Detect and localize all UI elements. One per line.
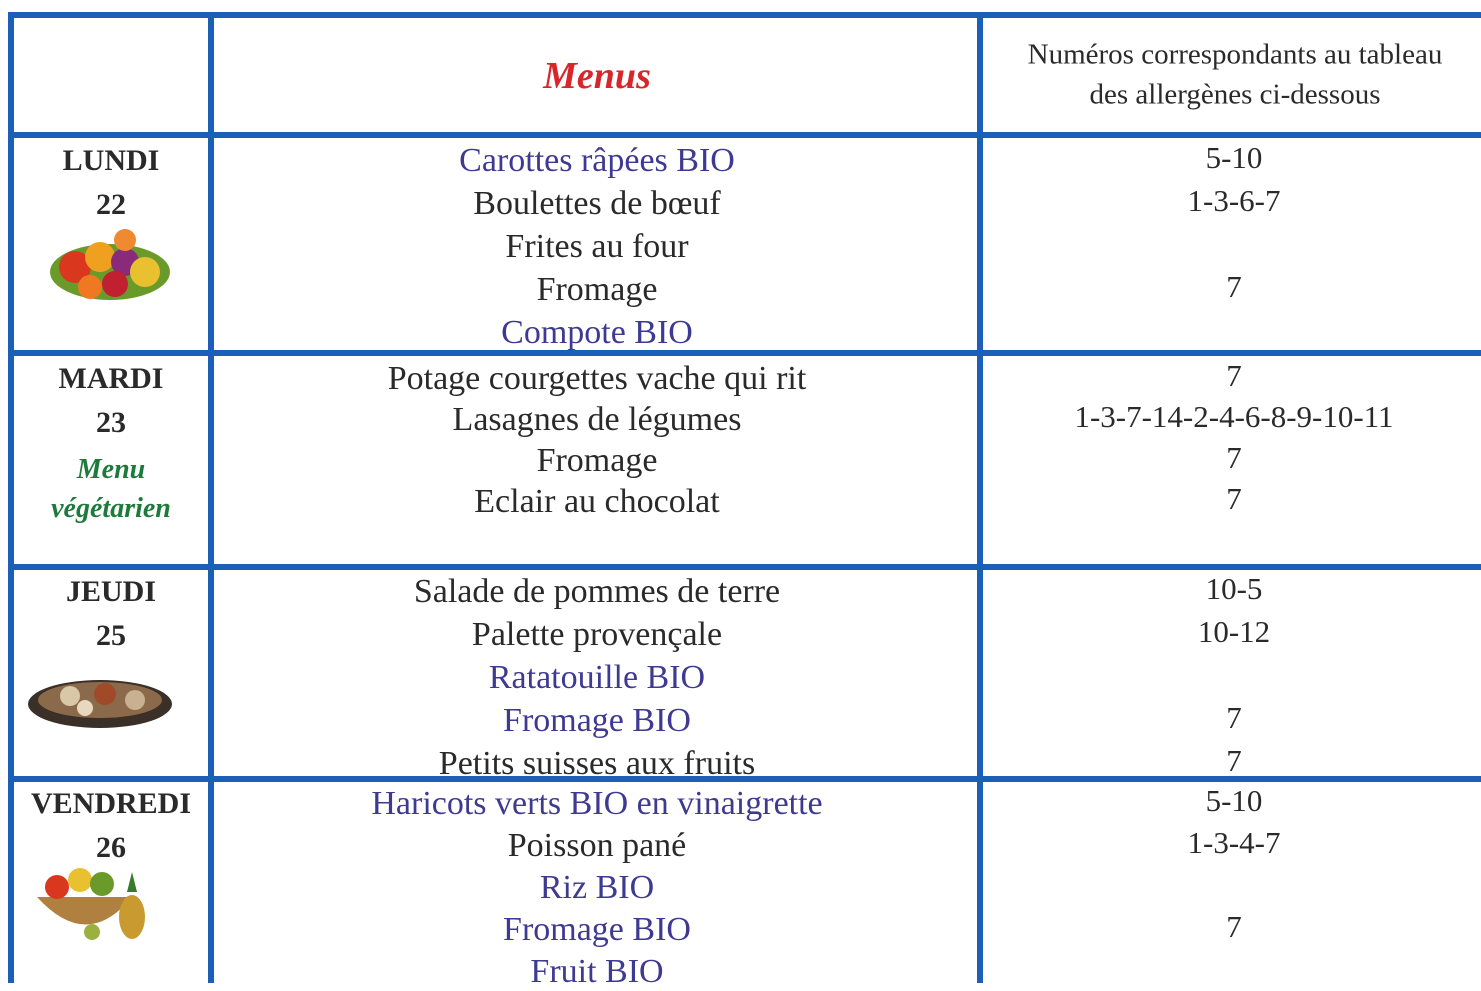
menu-item: Fromage BIO (503, 911, 691, 948)
allergen-numbers: 7 (1226, 269, 1242, 304)
border (8, 350, 1481, 356)
day-note: végétarien (51, 493, 171, 524)
allergens-header: Numéros correspondants au tableau (1027, 38, 1443, 71)
fruit-image (50, 229, 170, 300)
menu-item: Salade de pommes de terre (413, 573, 781, 610)
border (8, 776, 1481, 782)
menu-item: Potage courgettes vache qui rit (387, 360, 807, 397)
allergen-numbers: 1-3-6-7 (1187, 183, 1281, 218)
menu-item: Fruit BIO (530, 953, 664, 990)
menu-item: Compote BIO (501, 314, 693, 351)
allergen-numbers: 7 (1226, 700, 1242, 735)
day-note: Menu (76, 454, 146, 485)
menu-item: Petits suisses aux fruits (438, 745, 756, 782)
allergen-numbers: 1-3-4-7 (1187, 825, 1281, 860)
menu-item: Poisson pané (507, 827, 687, 864)
menu-item: Fromage BIO (503, 702, 691, 739)
border (8, 564, 1481, 570)
border (8, 12, 14, 983)
day-date: 26 (96, 831, 126, 864)
menu-item: Lasagnes de légumes (452, 401, 742, 438)
dish-image (28, 680, 172, 728)
menu-item: Fromage (536, 442, 658, 479)
menu-item: Boulettes de bœuf (473, 185, 721, 222)
menu-item: Palette provençale (471, 616, 723, 653)
border (977, 12, 983, 983)
allergen-numbers: 7 (1226, 909, 1242, 944)
border (208, 12, 214, 983)
day-name: JEUDI (65, 575, 157, 608)
allergen-numbers: 7 (1226, 440, 1242, 475)
allergen-numbers: 10-5 (1205, 571, 1263, 606)
menu-item: Haricots verts BIO en vinaigrette (371, 785, 823, 822)
day-date: 22 (96, 188, 126, 221)
menu-item: Ratatouille BIO (488, 659, 706, 696)
menu-item: Frites au four (505, 228, 689, 265)
day-date: 25 (96, 619, 126, 652)
day-name: MARDI (58, 362, 164, 395)
menus-header: Menus (543, 55, 651, 97)
allergen-numbers: 7 (1226, 743, 1242, 778)
day-name: LUNDI (62, 144, 160, 177)
menu-item: Eclair au chocolat (474, 483, 720, 520)
allergen-numbers: 5-10 (1205, 783, 1263, 818)
allergen-numbers: 5-10 (1205, 140, 1263, 175)
day-date: 23 (96, 406, 126, 439)
allergen-numbers: 10-12 (1197, 614, 1271, 649)
menu-item: Carottes râpées BIO (459, 142, 735, 179)
border (8, 12, 1481, 18)
menu-item: Fromage (536, 271, 658, 308)
menu-item: Riz BIO (539, 869, 655, 906)
day-name: VENDREDI (30, 787, 192, 820)
allergen-numbers: 7 (1226, 481, 1242, 516)
basket-image (37, 868, 145, 940)
allergen-numbers: 1-3-7-14-2-4-6-8-9-10-11 (1074, 399, 1394, 434)
allergens-header: des allergènes ci-dessous (1089, 78, 1381, 111)
border (8, 132, 1481, 138)
allergen-numbers: 7 (1226, 358, 1242, 393)
